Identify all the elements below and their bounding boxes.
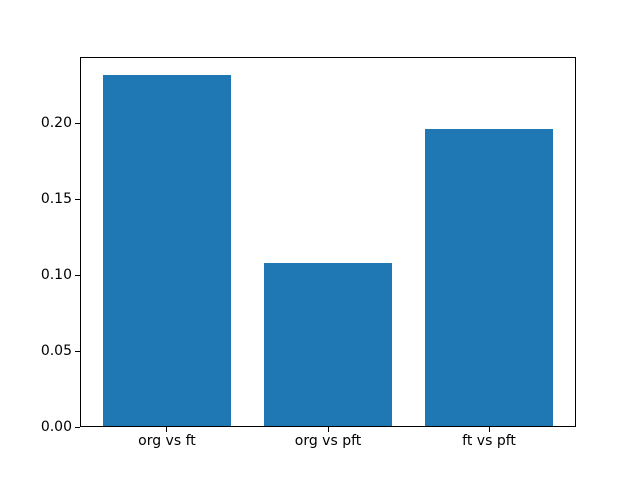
y-tick-mark (75, 274, 80, 276)
y-tick-label: 0.05 (40, 343, 72, 360)
x-tick-mark (166, 427, 168, 432)
y-tick-label: 0.00 (40, 419, 72, 435)
y-tick-mark (75, 122, 80, 124)
plot-area: org vs ft org vs pft ft vs pft 0.00 0.05 0.10… (41, 57, 576, 448)
x-tick-mark (327, 427, 329, 432)
x-tick-label: org vs pft (294, 433, 362, 449)
y-tick-label: 0.20 (40, 115, 72, 132)
bar-org-vs-pft (263, 262, 393, 427)
x-tick-label: ft vs pft (462, 433, 516, 449)
x-tick-label: org vs ft (138, 433, 196, 449)
x-tick-mark (488, 427, 490, 432)
y-tick-label: 0.10 (40, 267, 72, 284)
y-tick-mark (75, 198, 80, 200)
y-tick-mark (75, 350, 80, 352)
bar-ft-vs-pft (424, 129, 554, 427)
bar-org-vs-ft (102, 74, 232, 427)
y-tick-label: 0.15 (40, 191, 72, 208)
y-tick-mark (75, 426, 80, 428)
